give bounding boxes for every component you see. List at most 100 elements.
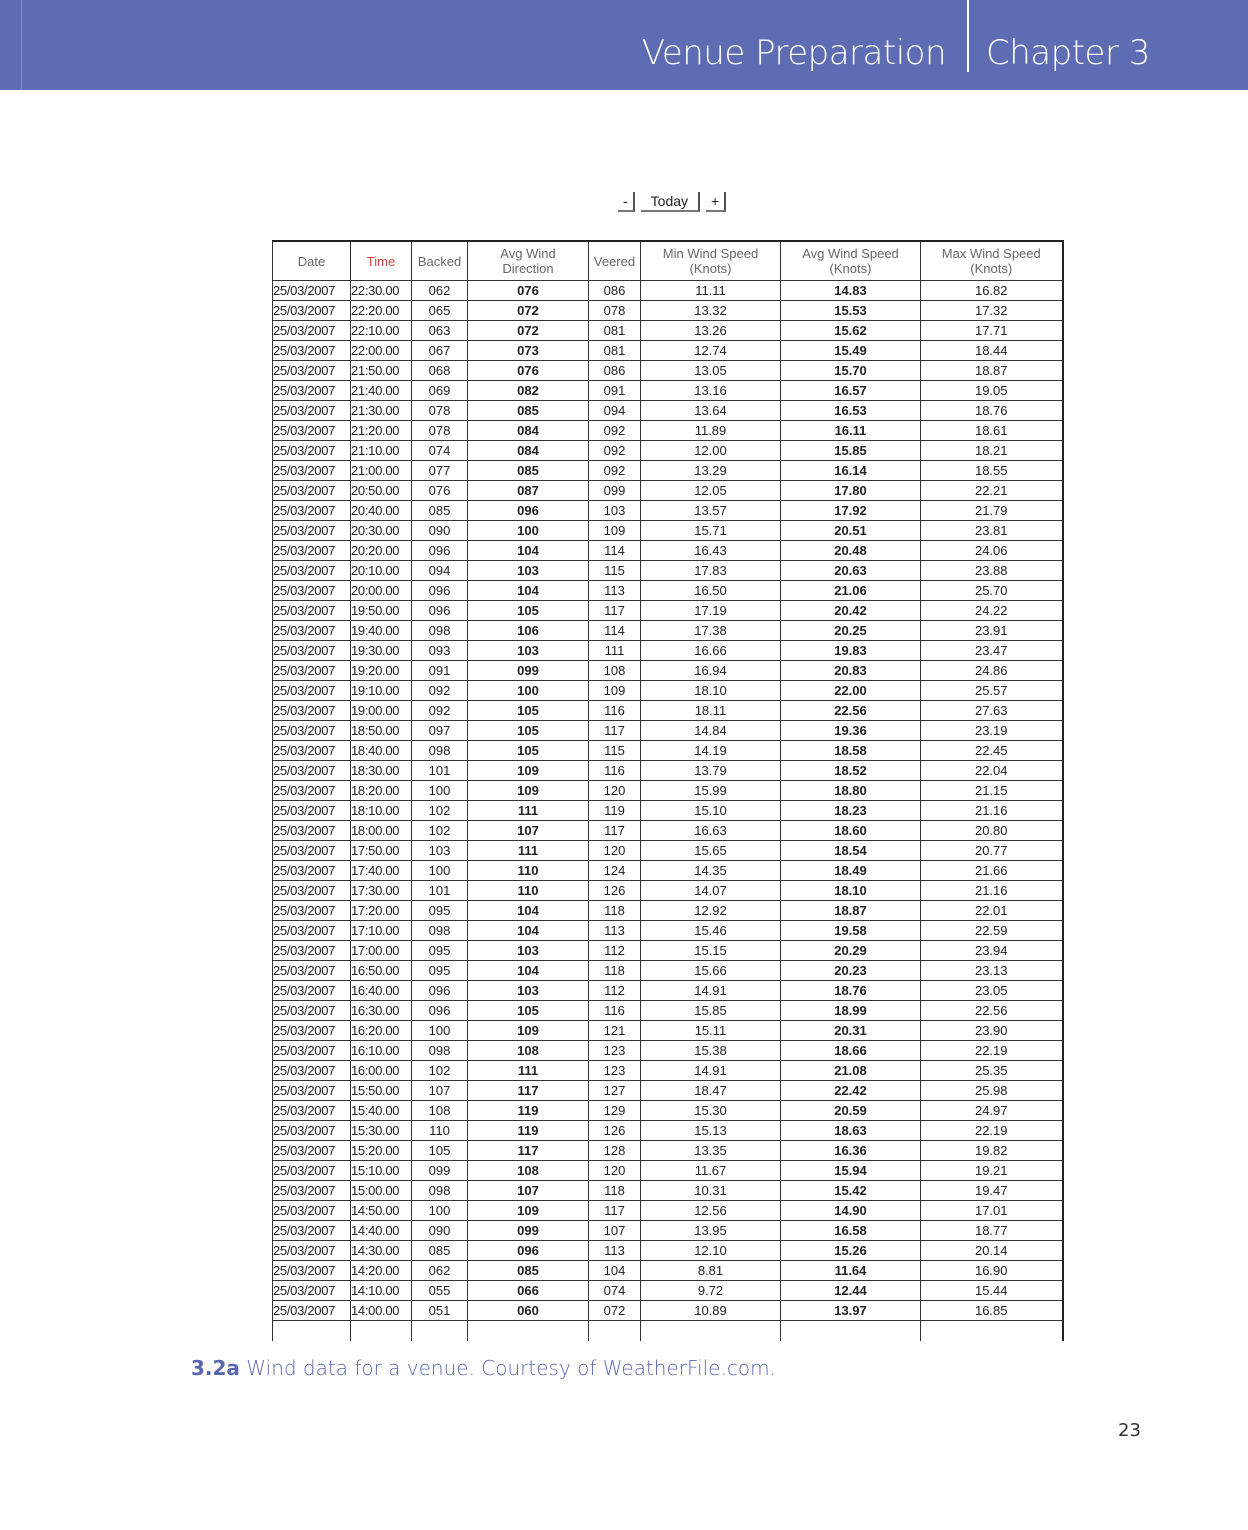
table-body: 25/03/2007 22:30.00 062 076 086 11.11 14.83 16.… — [272, 280, 1063, 1341]
cell-time: 20:10.00 — [350, 560, 412, 581]
cell-avg-direction: 104 — [467, 900, 589, 921]
cell-min-speed: 13.32 — [640, 300, 781, 321]
cell-backed: 093 — [411, 640, 468, 661]
cell-date: 25/03/2007 — [272, 1220, 351, 1241]
cell-date: 25/03/2007 — [272, 900, 351, 921]
cell-max-speed: 19.82 — [920, 1140, 1063, 1161]
cell-avg-speed: 16.14 — [780, 460, 921, 481]
figure-caption: 3.2a Wind data for a venue. Courtesy of … — [191, 1356, 776, 1380]
cell-avg-speed: 15.53 — [780, 300, 921, 321]
cell-time: 18:20.00 — [350, 780, 412, 801]
cell-date: 25/03/2007 — [272, 460, 351, 481]
table-row: 25/03/2007 15:50.00 107 117 127 18.47 22.42 25.… — [272, 1080, 1063, 1101]
cell-backed: 101 — [411, 760, 468, 781]
cell-time: 14:30.00 — [350, 1240, 412, 1261]
column-header-date: Date — [272, 240, 351, 281]
cell-max-speed: 18.77 — [920, 1220, 1063, 1241]
cell-veered: 117 — [588, 1200, 641, 1221]
cell-min-speed: 15.66 — [640, 960, 781, 981]
cell-backed: 108 — [411, 1100, 468, 1121]
cell-avg-direction: 085 — [467, 1260, 589, 1281]
column-header-max-speed: Max Wind Speed (Knots) — [920, 240, 1063, 281]
empty-cell — [640, 1320, 781, 1341]
cell-avg-direction: 103 — [467, 940, 589, 961]
cell-max-speed: 20.77 — [920, 840, 1063, 861]
cell-avg-direction: 103 — [467, 640, 589, 661]
cell-avg-speed: 18.60 — [780, 820, 921, 841]
cell-date: 25/03/2007 — [272, 400, 351, 421]
cell-avg-speed: 19.83 — [780, 640, 921, 661]
cell-date: 25/03/2007 — [272, 600, 351, 621]
cell-veered: 118 — [588, 1180, 641, 1201]
cell-date: 25/03/2007 — [272, 560, 351, 581]
cell-backed: 090 — [411, 1220, 468, 1241]
cell-time: 18:10.00 — [350, 800, 412, 821]
cell-avg-speed: 22.00 — [780, 680, 921, 701]
cell-veered: 111 — [588, 640, 641, 661]
today-button[interactable]: Today — [640, 192, 701, 212]
table-row: 25/03/2007 16:30.00 096 105 116 15.85 18.99 22.… — [272, 1000, 1063, 1021]
cell-date: 25/03/2007 — [272, 1200, 351, 1221]
table-row: 25/03/2007 19:00.00 092 105 116 18.11 22.56 27.… — [272, 700, 1063, 721]
cell-max-speed: 23.13 — [920, 960, 1063, 981]
cell-avg-direction: 111 — [467, 800, 589, 821]
table-row: 25/03/2007 18:10.00 102 111 119 15.10 18.23 21.… — [272, 800, 1063, 821]
table-row: 25/03/2007 17:10.00 098 104 113 15.46 19.58 22.… — [272, 920, 1063, 941]
cell-backed: 078 — [411, 420, 468, 441]
cell-date: 25/03/2007 — [272, 500, 351, 521]
cell-min-speed: 13.95 — [640, 1220, 781, 1241]
cell-avg-direction: 117 — [467, 1080, 589, 1101]
cell-date: 25/03/2007 — [272, 1060, 351, 1081]
cell-time: 16:30.00 — [350, 1000, 412, 1021]
cell-avg-speed: 15.94 — [780, 1160, 921, 1181]
cell-veered: 120 — [588, 1160, 641, 1181]
cell-avg-direction: 066 — [467, 1280, 589, 1301]
next-day-button[interactable]: + — [706, 192, 727, 212]
cell-date: 25/03/2007 — [272, 1160, 351, 1181]
cell-avg-speed: 20.29 — [780, 940, 921, 961]
table-row: 25/03/2007 14:40.00 090 099 107 13.95 16.58 18.… — [272, 1220, 1063, 1241]
cell-avg-direction: 111 — [467, 840, 589, 861]
cell-min-speed: 8.81 — [640, 1260, 781, 1281]
cell-veered: 074 — [588, 1280, 641, 1301]
cell-avg-direction: 107 — [467, 820, 589, 841]
cell-veered: 099 — [588, 480, 641, 501]
cell-avg-direction: 110 — [467, 880, 589, 901]
cell-max-speed: 17.71 — [920, 320, 1063, 341]
cell-date: 25/03/2007 — [272, 1300, 351, 1321]
cell-avg-speed: 20.42 — [780, 600, 921, 621]
cell-time: 20:00.00 — [350, 580, 412, 601]
table-row: 25/03/2007 14:30.00 085 096 113 12.10 15.26 20.… — [272, 1240, 1063, 1261]
cell-backed: 069 — [411, 380, 468, 401]
cell-backed: 096 — [411, 1000, 468, 1021]
cell-min-speed: 13.64 — [640, 400, 781, 421]
cell-max-speed: 15.44 — [920, 1280, 1063, 1301]
cell-time: 16:50.00 — [350, 960, 412, 981]
cell-time: 19:20.00 — [350, 660, 412, 681]
table-row: 25/03/2007 22:00.00 067 073 081 12.74 15.49 18.… — [272, 340, 1063, 361]
cell-date: 25/03/2007 — [272, 1180, 351, 1201]
cell-veered: 114 — [588, 620, 641, 641]
cell-min-speed: 15.85 — [640, 1000, 781, 1021]
empty-row — [272, 1320, 1063, 1341]
cell-backed: 063 — [411, 320, 468, 341]
date-navigation: - Today + — [618, 192, 727, 212]
cell-avg-direction: 060 — [467, 1300, 589, 1321]
cell-backed: 100 — [411, 1200, 468, 1221]
previous-day-button[interactable]: - — [618, 192, 635, 212]
cell-avg-speed: 22.42 — [780, 1080, 921, 1101]
cell-time: 21:20.00 — [350, 420, 412, 441]
cell-date: 25/03/2007 — [272, 320, 351, 341]
cell-max-speed: 23.94 — [920, 940, 1063, 961]
cell-avg-speed: 18.76 — [780, 980, 921, 1001]
cell-avg-direction: 106 — [467, 620, 589, 641]
empty-cell — [780, 1320, 921, 1341]
table-row: 25/03/2007 21:40.00 069 082 091 13.16 16.57 19.… — [272, 380, 1063, 401]
table-row: 25/03/2007 17:00.00 095 103 112 15.15 20.29 23.… — [272, 940, 1063, 961]
cell-max-speed: 21.16 — [920, 880, 1063, 901]
cell-date: 25/03/2007 — [272, 740, 351, 761]
table-row: 25/03/2007 22:30.00 062 076 086 11.11 14.83 16.… — [272, 280, 1063, 301]
cell-veered: 124 — [588, 860, 641, 881]
cell-backed: 095 — [411, 900, 468, 921]
table-row: 25/03/2007 15:10.00 099 108 120 11.67 15.94 19.… — [272, 1160, 1063, 1181]
